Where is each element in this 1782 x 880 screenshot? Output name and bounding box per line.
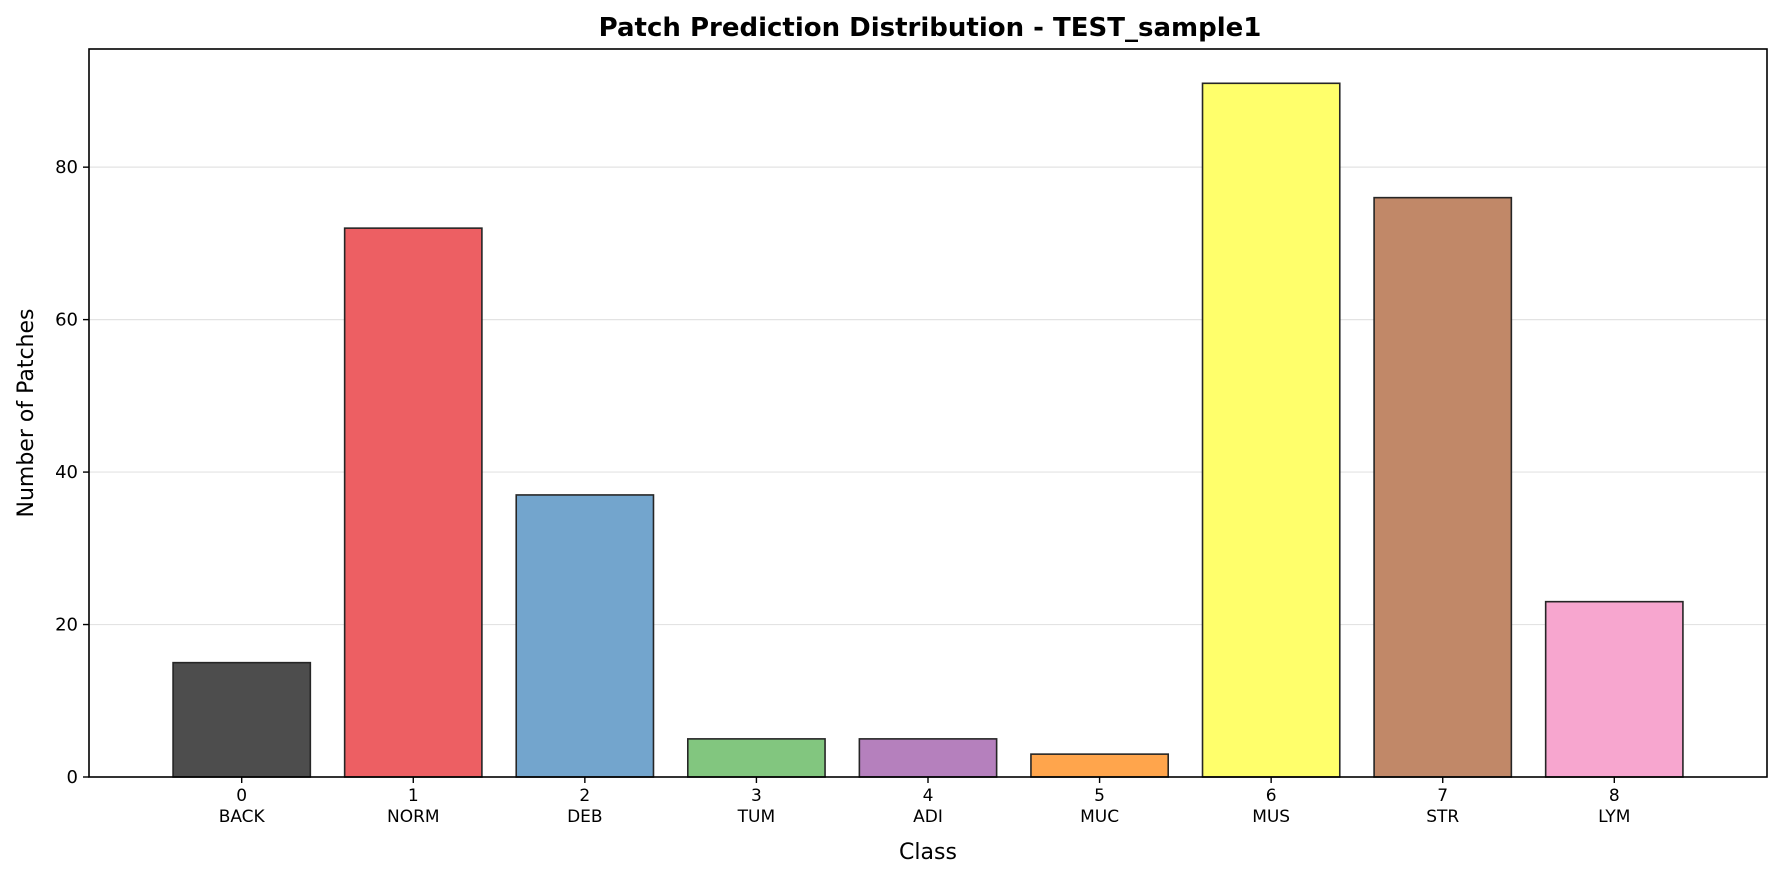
plot-frame <box>88 48 1768 778</box>
x-tick-label-name: DEB <box>567 807 603 827</box>
bar-back <box>172 661 312 778</box>
x-tick-label-index: 2 <box>579 786 590 806</box>
x-tick-label-name: NORM <box>387 807 440 827</box>
grid-lines <box>89 166 1767 626</box>
bar-norm <box>343 227 483 778</box>
x-tick-label-name: TUM <box>737 807 776 827</box>
x-tick-label-name: BACK <box>219 807 266 827</box>
bar-tum <box>686 738 826 778</box>
y-tick-label: 0 <box>67 767 78 788</box>
y-axis-ticks: 0 20 40 60 80 <box>55 157 89 788</box>
x-tick-label-index: 4 <box>923 786 934 806</box>
x-tick-label-index: 5 <box>1094 786 1105 806</box>
chart-title: Patch Prediction Distribution - TEST_sam… <box>599 13 1262 43</box>
x-tick-label-index: 7 <box>1437 786 1448 806</box>
y-tick-label: 20 <box>55 615 78 636</box>
x-tick-label-name: LYM <box>1598 807 1630 827</box>
bar-deb <box>515 494 655 778</box>
x-tick-label-name: MUC <box>1080 807 1119 827</box>
x-tick-label-name: MUS <box>1252 807 1290 827</box>
x-tick-label-index: 3 <box>751 786 762 806</box>
bars <box>172 82 1684 778</box>
x-tick-label-index: 6 <box>1266 786 1277 806</box>
x-tick-label-name: STR <box>1426 807 1459 827</box>
y-tick-label: 80 <box>55 157 78 178</box>
x-tick-label-index: 0 <box>236 786 247 806</box>
bar-mus <box>1201 82 1341 778</box>
y-tick-label: 40 <box>55 462 78 483</box>
bar-str <box>1373 196 1513 778</box>
bar-adi <box>858 738 998 778</box>
bar-lym <box>1544 600 1684 778</box>
y-tick-label: 60 <box>55 310 78 331</box>
x-tick-label-index: 1 <box>408 786 419 806</box>
y-axis-label: Number of Patches <box>14 309 39 518</box>
x-tick-label-index: 8 <box>1609 786 1620 806</box>
bar-muc <box>1030 753 1170 778</box>
x-axis-label: Class <box>899 840 957 865</box>
x-tick-label-name: ADI <box>913 807 943 827</box>
